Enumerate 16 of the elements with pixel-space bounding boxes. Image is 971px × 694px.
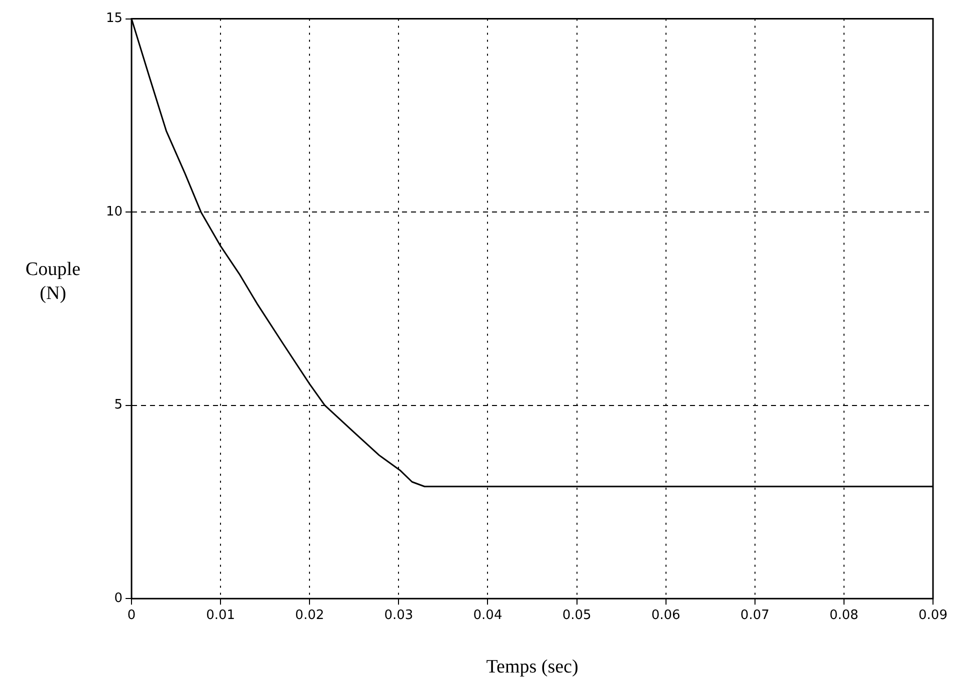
x-tick-label: 0.04 (473, 608, 502, 623)
x-tick-label: 0.03 (384, 608, 414, 623)
y-tick-label: 0 (114, 590, 123, 606)
y-axis-title: Couple (N) (24, 258, 82, 306)
x-tick-label: 0.02 (295, 608, 324, 623)
x-axis-title: Temps (sec) (486, 656, 578, 678)
x-tick-label: 0.01 (206, 608, 236, 623)
x-tick-label: 0.05 (562, 608, 592, 623)
x-tick-label: 0.07 (740, 608, 770, 623)
x-tick-label: 0 (127, 608, 136, 623)
x-tick-label: 0.06 (651, 608, 680, 623)
y-tick-label: 15 (106, 11, 123, 26)
y-tick-label: 10 (106, 204, 123, 220)
x-tick-label: 0.09 (918, 608, 948, 623)
x-tick-label: 0.08 (829, 608, 858, 623)
y-tick-label: 5 (114, 398, 123, 413)
